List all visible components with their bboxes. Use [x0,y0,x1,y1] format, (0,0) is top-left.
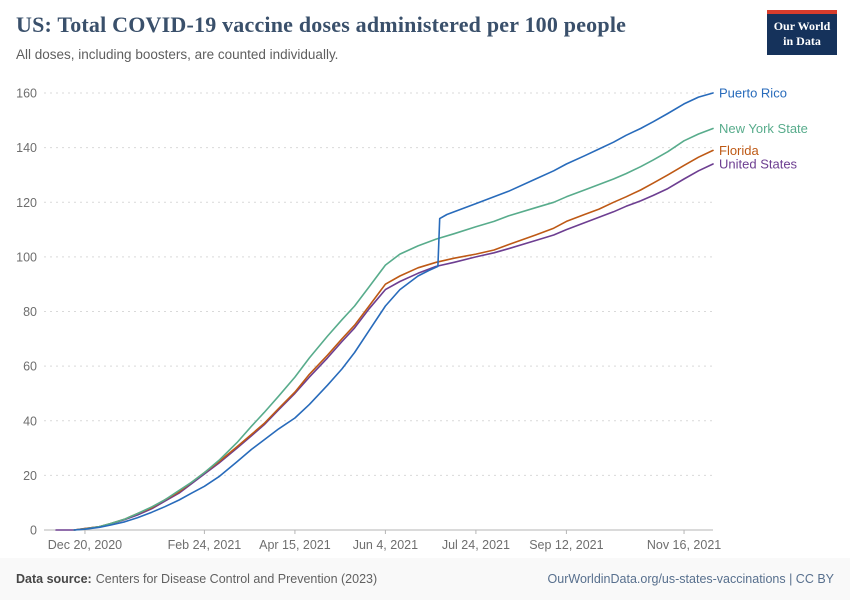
y-tick-label: 80 [23,305,37,319]
series-line-new-york-state[interactable] [73,127,714,531]
series-line-puerto-rico[interactable] [73,92,714,531]
x-tick-label: Apr 15, 2021 [259,538,331,552]
x-tick-label: Jul 24, 2021 [442,538,510,552]
license-link[interactable]: OurWorldinData.org/us-states-vaccination… [547,572,834,586]
y-tick-label: 120 [16,196,37,210]
page-title: US: Total COVID-19 vaccine doses adminis… [16,12,627,37]
y-tick-label: 160 [16,87,37,101]
chart-footer: Data source: Centers for Disease Control … [0,558,850,600]
series-label-new-york-state[interactable]: New York State [719,121,808,136]
owid-logo[interactable]: Our World in Data [767,10,837,55]
data-source-text: Centers for Disease Control and Preventi… [95,572,378,586]
y-tick-label: 60 [23,360,37,374]
x-tick-label: Feb 24, 2021 [168,538,242,552]
chart-subtitle: All doses, including boosters, are count… [16,47,339,62]
x-tick-label: Dec 20, 2020 [48,538,122,552]
data-source-label: Data source: [16,572,92,586]
owid-logo-line2: in Data [783,34,821,48]
y-tick-label: 100 [16,250,37,264]
x-tick-label: Jun 4, 2021 [353,538,418,552]
y-tick-label: 140 [16,141,37,155]
x-tick-label: Sep 12, 2021 [529,538,603,552]
y-tick-label: 40 [23,414,37,428]
chart-header: US: Total COVID-19 vaccine doses adminis… [16,12,750,62]
series-line-united-states[interactable] [55,163,714,531]
y-tick-label: 0 [30,524,37,538]
owid-logo-line1: Our World [773,19,831,33]
y-tick-label: 20 [23,469,37,483]
data-source-note: Data source: Centers for Disease Control … [16,572,377,586]
x-tick-label: Nov 16, 2021 [647,538,721,552]
series-label-florida[interactable]: Florida [719,143,760,158]
series-label-puerto-rico[interactable]: Puerto Rico [719,86,787,101]
series-label-united-states[interactable]: United States [719,157,798,172]
series-line-florida[interactable] [73,149,714,531]
